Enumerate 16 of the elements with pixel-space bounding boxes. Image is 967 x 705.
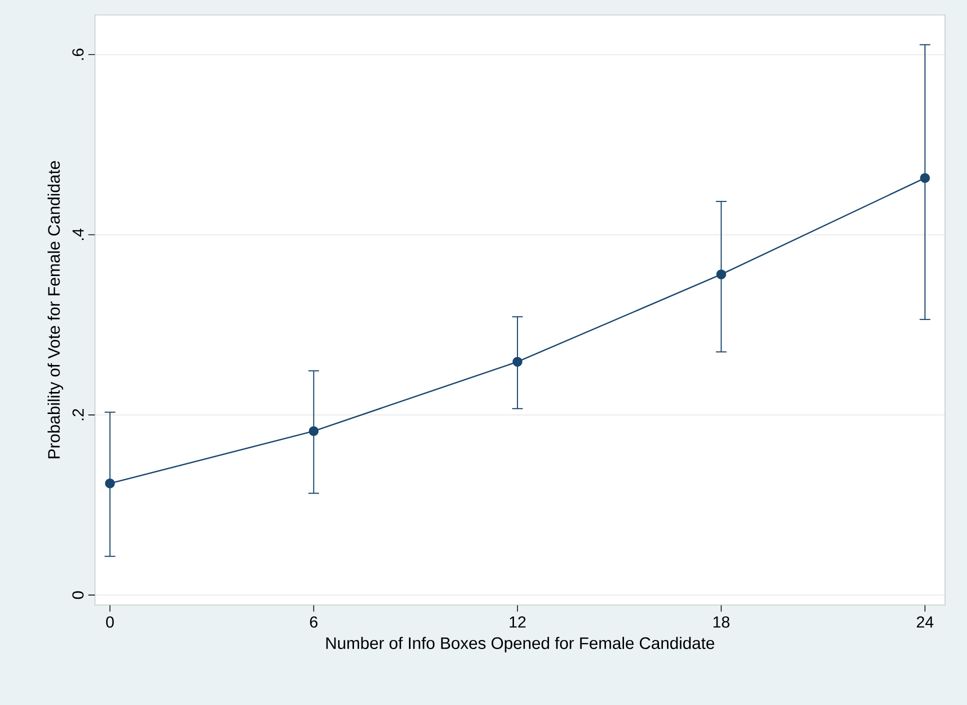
point xyxy=(105,478,115,488)
x-tick-label: 18 xyxy=(714,616,730,628)
y-axis-title: Probability of Vote for Female Candidate xyxy=(48,161,64,458)
y-tick-label: .2 xyxy=(72,409,84,420)
point xyxy=(716,269,726,280)
x-tick-label: 12 xyxy=(510,616,526,628)
point xyxy=(308,426,319,436)
point xyxy=(512,356,522,367)
x-axis-title: Number of Info Boxes Opened for Female Candidate xyxy=(326,636,714,652)
x-tick-label: 6 xyxy=(310,616,318,628)
y-tick-label: .4 xyxy=(72,228,84,240)
point xyxy=(920,173,930,183)
x-tick-label: 0 xyxy=(106,616,114,628)
y-tick-label: .6 xyxy=(72,48,84,60)
y-tick-label: 0 xyxy=(72,591,84,599)
x-tick-label: 24 xyxy=(916,616,934,628)
